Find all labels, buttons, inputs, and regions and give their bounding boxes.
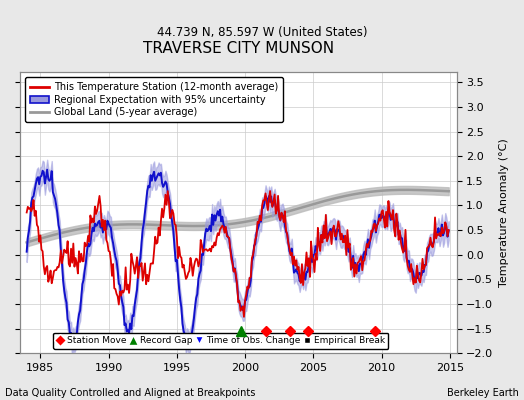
Text: Berkeley Earth: Berkeley Earth <box>447 388 519 398</box>
Text: Data Quality Controlled and Aligned at Breakpoints: Data Quality Controlled and Aligned at B… <box>5 388 256 398</box>
Legend: Station Move, Record Gap, Time of Obs. Change, Empirical Break: Station Move, Record Gap, Time of Obs. C… <box>53 332 388 349</box>
Text: 44.739 N, 85.597 W (United States): 44.739 N, 85.597 W (United States) <box>157 26 367 39</box>
Title: TRAVERSE CITY MUNSON: TRAVERSE CITY MUNSON <box>143 41 334 56</box>
Y-axis label: Temperature Anomaly (°C): Temperature Anomaly (°C) <box>499 138 509 287</box>
